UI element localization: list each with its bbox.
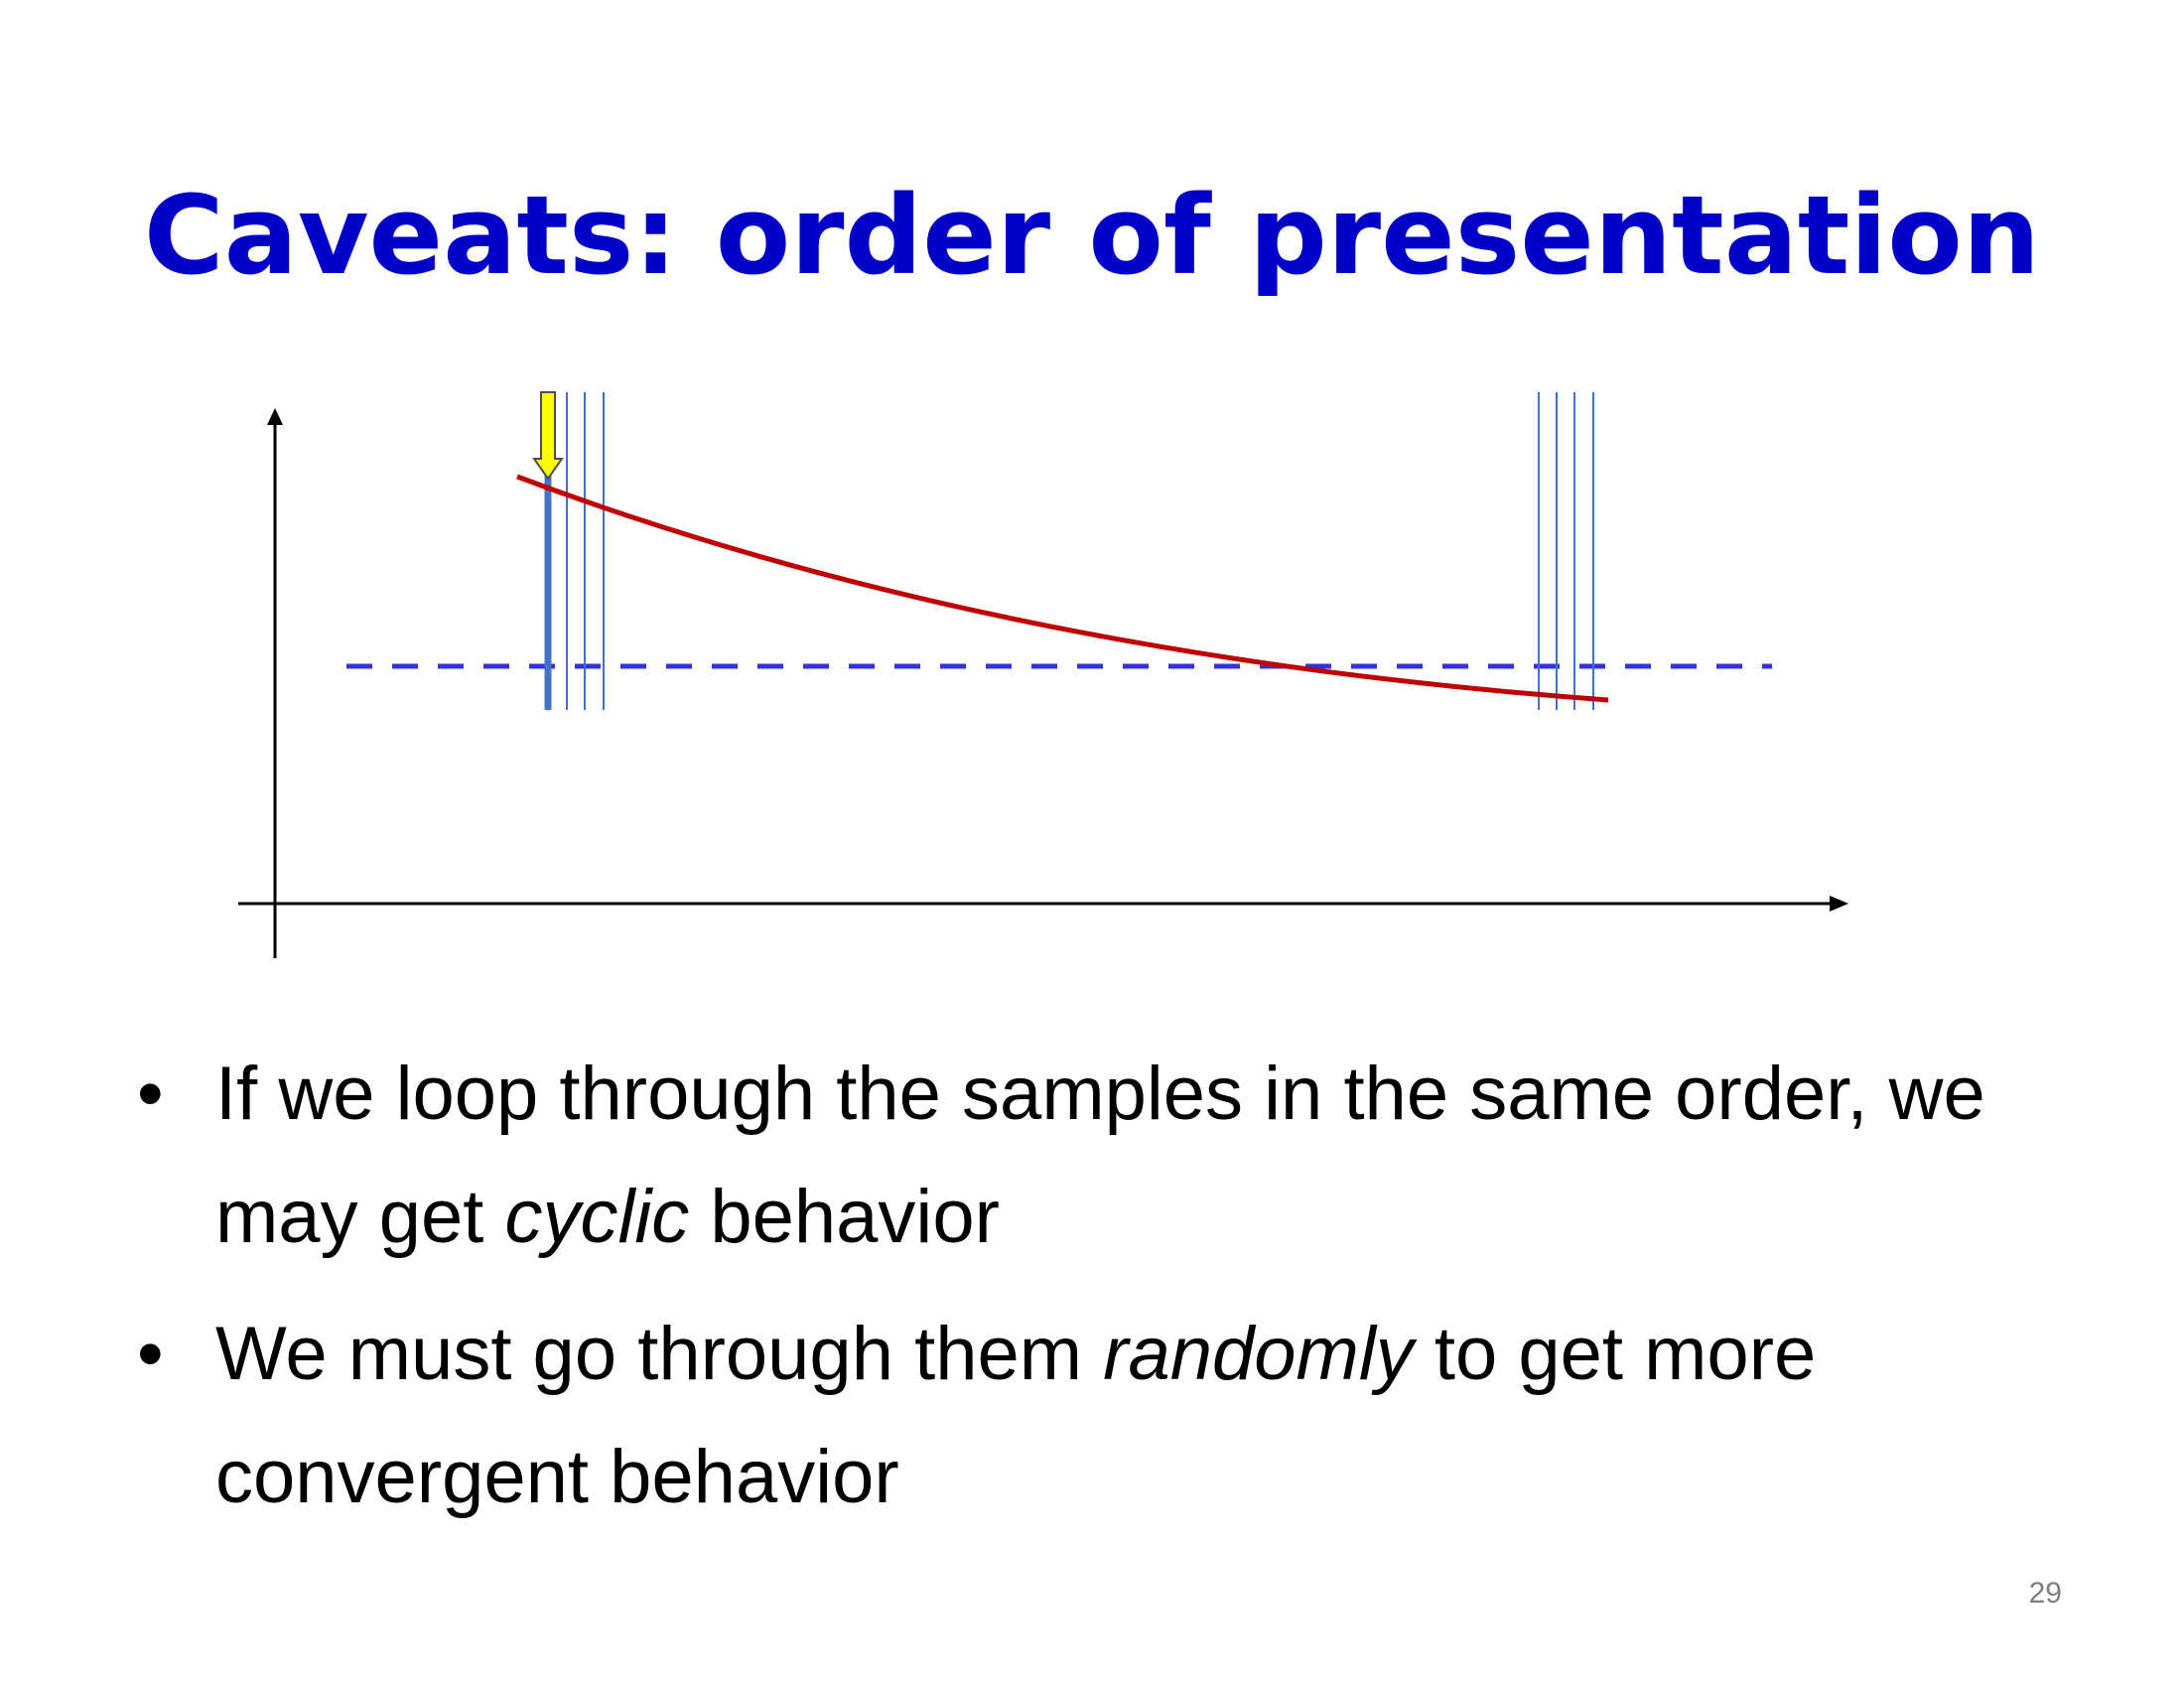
error-curve <box>516 474 1609 703</box>
bullet-emphasis: cyclic <box>504 1175 690 1259</box>
bullet-text: behavior <box>689 1175 1000 1259</box>
bullet-emphasis: randomly <box>1103 1312 1414 1396</box>
diagram <box>238 391 1848 958</box>
bullet-text: to get more convergent behavior <box>215 1312 1817 1519</box>
bullet-dot: • <box>137 1312 164 1396</box>
bullet-dot: • <box>137 1052 164 1136</box>
x-axis-arrowhead <box>1830 896 1848 912</box>
down-arrow-icon <box>532 391 564 481</box>
slide-title: Caveats: order of presentation <box>143 172 2041 299</box>
bullet-text: We must go through them <box>215 1312 1104 1396</box>
slide-number: 29 <box>2028 1577 2062 1610</box>
bullet-item-1: • If we loop through the samples in the … <box>137 1033 2103 1279</box>
y-axis-arrowhead <box>267 408 283 425</box>
bullet-list: • If we loop through the samples in the … <box>137 1033 2103 1553</box>
bullet-item-2: • We must go through them randomly to ge… <box>137 1293 2103 1539</box>
bullet-text: If we loop through the samples in the sa… <box>215 1052 1985 1259</box>
